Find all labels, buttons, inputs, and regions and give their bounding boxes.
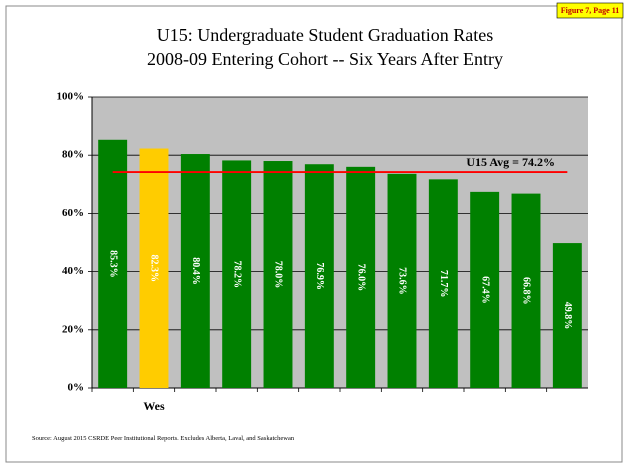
bar: [346, 166, 376, 388]
bar: [387, 173, 417, 388]
value-label: 78.0%: [273, 261, 284, 289]
y-tick-label: 60%: [62, 207, 84, 219]
value-label: 76.0%: [355, 264, 366, 292]
chart-subtitle: 2008-09 Entering Cohort -- Six Years Aft…: [147, 49, 503, 69]
bar: [98, 139, 128, 388]
value-label: 49.8%: [562, 302, 573, 330]
y-tick-label: 40%: [62, 265, 84, 277]
y-tick-label: 80%: [62, 149, 84, 161]
bar: [428, 179, 458, 388]
badge-box: [556, 2, 624, 19]
value-label: 78.2%: [231, 260, 242, 288]
source-note: Source: August 2015 CSRDE Peer Instituti…: [32, 435, 295, 442]
value-label: 82.3%: [149, 255, 160, 283]
value-label: 76.9%: [314, 262, 325, 290]
bar: [222, 160, 252, 388]
bar: [139, 148, 169, 388]
bar: [263, 161, 293, 388]
value-label: 85.3%: [107, 250, 118, 278]
bar: [180, 154, 210, 388]
value-label: 73.6%: [397, 267, 408, 295]
bar: [304, 164, 334, 388]
y-tick-label: 20%: [62, 323, 84, 335]
value-label: 67.4%: [479, 276, 490, 304]
value-label: 66.8%: [521, 277, 532, 305]
y-tick-label: 100%: [57, 91, 85, 103]
bar: [552, 243, 582, 388]
plot-area: [92, 97, 588, 388]
value-label: 80.4%: [190, 257, 201, 285]
badge: Figure 7, Page 11: [561, 6, 620, 15]
value-label: 71.7%: [438, 270, 449, 298]
average-label: U15 Avg = 74.2%: [466, 155, 555, 169]
y-tick-label: 0%: [68, 382, 85, 394]
bar: [511, 193, 541, 388]
x-tick-label: Wes: [143, 399, 165, 413]
chart-title: U15: Undergraduate Student Graduation Ra…: [157, 25, 494, 45]
bar: [470, 191, 500, 388]
